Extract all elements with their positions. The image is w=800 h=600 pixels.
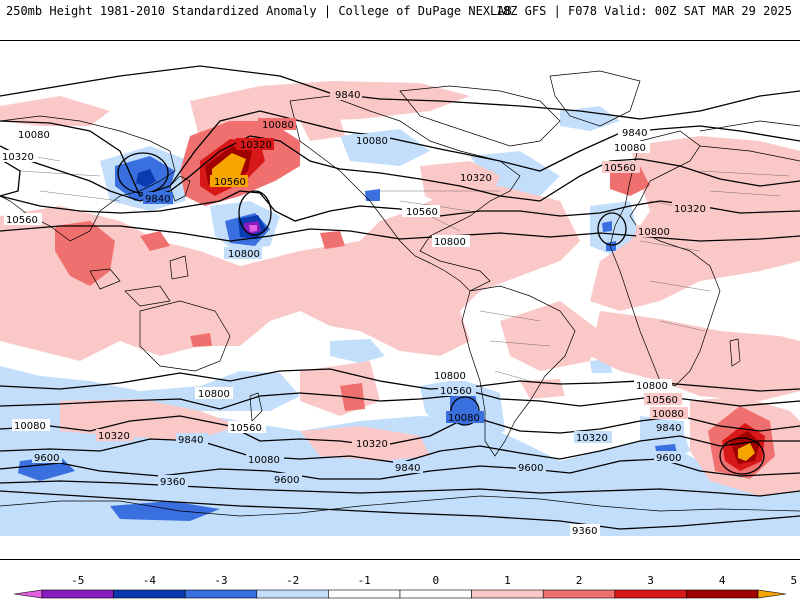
contour-label: 9600 — [518, 463, 543, 474]
contour-label: 10800 — [228, 249, 260, 260]
positive-anomaly-shading — [0, 81, 800, 496]
contour-label: 10080 — [18, 130, 50, 141]
colorbar-swatch — [41, 589, 114, 599]
colorbar-tick-label: 4 — [719, 574, 726, 587]
colorbar-swatch — [113, 589, 186, 599]
colorbar-tick-label: 1 — [504, 574, 511, 587]
contour-label: 9360 — [160, 477, 185, 488]
contour-label: 10800 — [636, 381, 668, 392]
colorbar-swatch — [256, 589, 329, 599]
coastlines — [0, 70, 800, 517]
colorbar-swatch — [614, 589, 687, 599]
contour-label: 10320 — [576, 433, 608, 444]
colorbar-swatch — [184, 589, 258, 599]
colorbar-tick-label: -3 — [214, 574, 227, 587]
contour-label: 10800 — [198, 389, 230, 400]
contour-labels: 9840 10080 10320 10560 9840 10080 10320 … — [0, 88, 710, 537]
contour-label: 9840 — [395, 463, 420, 474]
contour-label: 10560 — [440, 386, 472, 397]
contour-label: 10080 — [614, 143, 646, 154]
contour-label: 10320 — [460, 173, 492, 184]
colorbar-swatch — [399, 589, 472, 599]
contour-label: 10560 — [214, 177, 246, 188]
contour-label: 10320 — [98, 431, 130, 442]
contour-label: 10560 — [646, 395, 678, 406]
contour-label: 10800 — [434, 237, 466, 248]
contour-label: 10560 — [230, 423, 262, 434]
contour-label: 10560 — [604, 163, 636, 174]
contour-label: 10560 — [406, 207, 438, 218]
colorbar-tick-label: -5 — [71, 574, 84, 587]
contour-label: 10320 — [2, 152, 34, 163]
contour-label: 10800 — [434, 371, 466, 382]
colorbar-tick-label: 5 — [790, 574, 797, 587]
colorbar-tick-label: -4 — [143, 574, 157, 587]
contour-label: 10080 — [356, 136, 388, 147]
contour-label: 10560 — [6, 215, 38, 226]
colorbar-tick-label: 2 — [576, 574, 583, 587]
contour-label: 10080 — [248, 455, 280, 466]
colorbar-swatch — [328, 589, 401, 599]
contour-label: 10320 — [356, 439, 388, 450]
model-run-info: 18Z GFS | F078 Valid: 00Z SAT MAR 29 202… — [495, 4, 792, 18]
colorbar-swatch — [686, 589, 759, 599]
colorbar-tick-label: -1 — [358, 574, 371, 587]
contour-label: 10080 — [14, 421, 46, 432]
contour-label: 10320 — [674, 204, 706, 215]
colorbar-tick-label: -2 — [286, 574, 299, 587]
contour-label: 9600 — [34, 453, 59, 464]
contour-label: 10080 — [652, 409, 684, 420]
colorbar-swatch — [471, 589, 544, 599]
colorbar-tick-label: 3 — [647, 574, 654, 587]
contour-label: 10080 — [448, 413, 480, 424]
contour-label: 9600 — [274, 475, 299, 486]
contour-label: 10320 — [240, 140, 272, 151]
map-title: 250mb Height 1981-2010 Standardized Anom… — [6, 4, 512, 18]
contour-label: 10800 — [638, 227, 670, 238]
colorbar-extend-high — [757, 589, 787, 599]
colorbar-extend-low — [13, 589, 43, 599]
colorbar-tick-label: 0 — [432, 574, 439, 587]
contour-label: 9840 — [656, 423, 681, 434]
contour-label: 9360 — [572, 526, 597, 537]
colorbar-swatch — [542, 589, 616, 599]
contour-label: 10080 — [262, 120, 294, 131]
contour-label: 9840 — [335, 90, 360, 101]
contour-label: 9840 — [145, 194, 170, 205]
contour-label: 9600 — [656, 453, 681, 464]
anomaly-map: 9840 10080 10320 10560 9840 10080 10320 … — [0, 40, 800, 560]
contour-label: 9840 — [622, 128, 647, 139]
contour-label: 9840 — [178, 435, 203, 446]
anomaly-colorbar: -5 -4 -3 -2 -1 0 1 2 3 4 5 — [0, 558, 800, 600]
